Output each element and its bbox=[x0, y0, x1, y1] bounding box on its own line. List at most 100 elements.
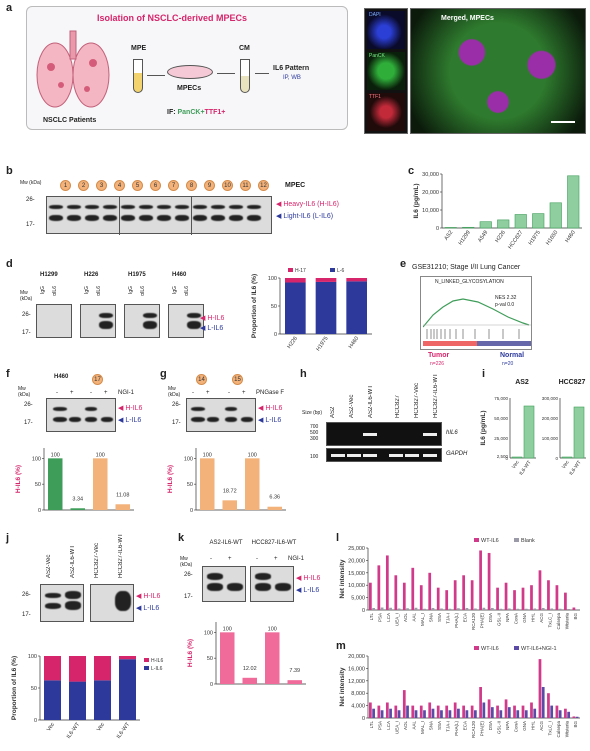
b-heavy-band bbox=[175, 205, 189, 209]
m-category-label: AOL bbox=[403, 721, 408, 731]
b-heavy-text: Heavy-IL6 (H-IL6) bbox=[283, 201, 339, 208]
m-category-label: AAL bbox=[412, 721, 417, 730]
m-bar bbox=[538, 659, 542, 718]
c-tick-label: 20,000 bbox=[422, 190, 439, 196]
g-tick-label: 50 bbox=[187, 482, 193, 488]
d-blot bbox=[124, 304, 160, 338]
m-bar bbox=[457, 708, 460, 718]
l-category-label: ECA bbox=[463, 613, 468, 622]
b-heavy-band bbox=[157, 205, 171, 209]
l-tick-label: 25,000 bbox=[348, 546, 365, 552]
l-category-label: Calsepa bbox=[556, 613, 561, 630]
b-heavy-band bbox=[229, 205, 243, 209]
m-bar bbox=[572, 716, 576, 718]
d-legend-h-swatch bbox=[288, 268, 293, 272]
m-legend-2-swatch bbox=[514, 646, 519, 650]
f-bar bbox=[70, 508, 85, 510]
b-sample-circle: 3 bbox=[96, 180, 107, 191]
d-cell-label: H1299 bbox=[40, 272, 58, 278]
d-light-band bbox=[99, 321, 113, 329]
m-category-label: HHL bbox=[530, 721, 535, 730]
panel-f-label: f bbox=[6, 368, 10, 380]
m-bar bbox=[394, 705, 398, 718]
f-value-label: 100 bbox=[51, 452, 60, 458]
d-legend-l-swatch bbox=[330, 268, 335, 272]
b-heavy-band bbox=[67, 205, 81, 209]
j-bar-l bbox=[119, 659, 136, 720]
j-legend-h-swatch bbox=[144, 658, 149, 662]
l-category-label: UEA_I bbox=[395, 613, 400, 626]
i-tick-label: 200,000 bbox=[542, 416, 559, 421]
f-l-label: ◀ L-IL6 bbox=[118, 417, 142, 424]
c-category-label: HCC827 bbox=[507, 230, 524, 251]
l-bar bbox=[567, 609, 571, 610]
m-bar bbox=[555, 705, 559, 718]
k-treatment: NGI-1 bbox=[288, 556, 305, 562]
l-bar bbox=[513, 590, 516, 610]
f-value-label: 11.08 bbox=[116, 492, 129, 498]
k-tick-label: 50 bbox=[207, 656, 213, 662]
m-bar bbox=[530, 702, 533, 718]
m-bar bbox=[487, 699, 491, 718]
h-gel-1 bbox=[326, 422, 442, 446]
m-bar bbox=[521, 705, 525, 718]
m-bar bbox=[428, 702, 432, 718]
d-tick-label: 50 bbox=[271, 304, 277, 310]
l-bar bbox=[521, 587, 525, 610]
g-mw26: 26- bbox=[172, 402, 181, 408]
l-bar bbox=[428, 572, 432, 610]
l-category-label: DSA bbox=[488, 613, 493, 622]
m-category-label: RCA120 bbox=[471, 721, 476, 739]
l-bar bbox=[465, 608, 469, 610]
l-category-label: BG bbox=[573, 613, 578, 620]
l-bar bbox=[496, 587, 499, 610]
k-h-text: H-IL6 bbox=[303, 575, 321, 582]
gsea-nes: NES 2.32 bbox=[495, 295, 517, 301]
g-plus-1: + bbox=[206, 390, 210, 396]
m-bar bbox=[385, 702, 389, 718]
m-bar bbox=[524, 710, 528, 718]
b-heavy-band bbox=[49, 205, 63, 209]
m-tick-label: 4,000 bbox=[351, 704, 365, 710]
d-l-text: L-IL6 bbox=[207, 325, 224, 332]
mpe-tube bbox=[133, 59, 143, 93]
i-bar bbox=[523, 405, 535, 459]
l-legend-1: WT-IL6 bbox=[481, 538, 499, 544]
k-blot-1 bbox=[202, 566, 246, 602]
panel-e-label: e bbox=[400, 258, 407, 270]
panel-i-label: i bbox=[482, 368, 486, 380]
j-h-text: H-IL6 bbox=[143, 593, 161, 600]
b-light-band bbox=[85, 215, 99, 221]
j-lane-label: AS2-Vec bbox=[46, 554, 52, 578]
m-category-label: DSA bbox=[488, 721, 493, 730]
b-sample-circle: 12 bbox=[258, 180, 269, 191]
m-bar bbox=[496, 705, 499, 718]
d-category-label: H460 bbox=[348, 336, 360, 350]
m-bar bbox=[516, 710, 520, 718]
m-bar bbox=[470, 705, 474, 718]
l-bar bbox=[402, 582, 406, 610]
l-bar bbox=[423, 608, 426, 610]
g-h-label: ◀ H-IL6 bbox=[258, 405, 283, 412]
l-category-label: GSL-II bbox=[496, 613, 501, 626]
c-tick-label: 30,000 bbox=[422, 172, 439, 178]
b-light-band bbox=[67, 215, 81, 221]
panel-k-label: k bbox=[178, 532, 185, 544]
h-s500: 500 bbox=[310, 430, 319, 436]
m-bar bbox=[414, 710, 418, 718]
d-igg-label: IgG bbox=[84, 286, 90, 295]
l-bar bbox=[507, 608, 511, 610]
lung-illustration bbox=[36, 30, 110, 108]
f-cell: H460 bbox=[54, 374, 69, 380]
dapi-image: DAPI bbox=[367, 11, 405, 49]
g-mw17: 17- bbox=[172, 420, 181, 426]
l-bar bbox=[431, 608, 435, 610]
if-label: IF: PanCK+TTF1+ bbox=[167, 109, 225, 116]
m-bar bbox=[436, 705, 440, 718]
h-size: Size (bp) bbox=[302, 410, 323, 416]
c-category-label: AS2 bbox=[444, 230, 455, 242]
b-heavy-band bbox=[193, 205, 207, 209]
b-sample-circle: 2 bbox=[78, 180, 89, 191]
l-bar bbox=[533, 608, 537, 610]
m-bar bbox=[419, 705, 423, 718]
